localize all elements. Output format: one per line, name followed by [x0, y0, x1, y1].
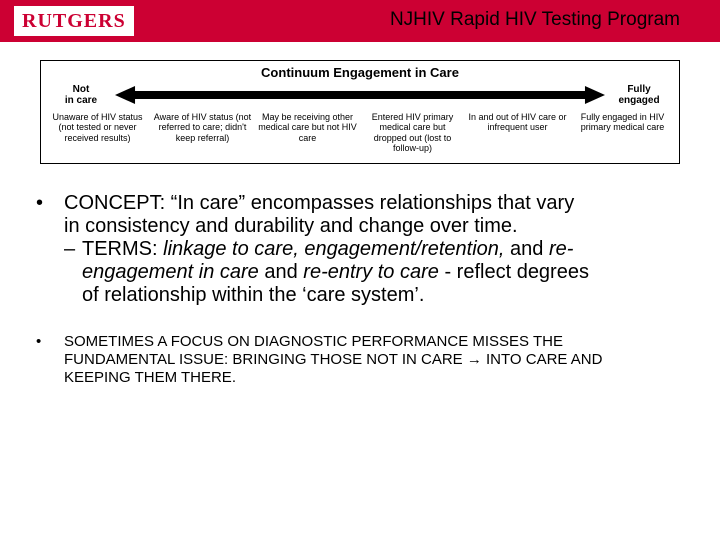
header-bar: RUTGERS NJHIV Rapid HIV Testing Program	[0, 0, 720, 42]
diagram-frame: Continuum Engagement in Care Not in care…	[40, 60, 680, 164]
logo-text: RUTGERS	[22, 10, 126, 33]
terms-and1: and	[510, 238, 549, 260]
logo: RUTGERS	[14, 6, 134, 36]
stage-3: May be receiving other medical care but …	[257, 112, 358, 153]
stage-4: Entered HIV primary medical care but dro…	[362, 112, 463, 153]
sometimes-line2a: FUNDAMENTAL ISSUE: BRINGING THOSE NOT IN…	[64, 351, 467, 368]
sometimes-text: SOMETIMES A FOCUS ON DIAGNOSTIC PERFORMA…	[64, 333, 684, 387]
page-title: NJHIV Rapid HIV Testing Program	[390, 9, 680, 31]
continuum-diagram: Continuum Engagement in Care Not in care…	[40, 60, 680, 164]
terms-italic-4: re-entry to care	[303, 261, 444, 283]
concept-bullet: • CONCEPT: “In care” encompasses relatio…	[36, 192, 684, 307]
content-area: • CONCEPT: “In care” encompasses relatio…	[0, 164, 720, 387]
stages-row: Unaware of HIV status (not tested or nev…	[47, 112, 673, 153]
bullet-marker-2: •	[36, 333, 64, 387]
sometimes-line2b: INTO CARE AND	[482, 351, 603, 368]
sometimes-bullet: • SOMETIMES A FOCUS ON DIAGNOSTIC PERFOR…	[36, 333, 684, 387]
left-label-line2: in care	[65, 95, 97, 106]
right-label-line1: Fully	[627, 84, 650, 95]
diagram-title: Continuum Engagement in Care	[47, 65, 673, 80]
terms-italic-2: re-	[549, 238, 573, 260]
double-arrow-icon	[115, 84, 605, 106]
concept-line1: CONCEPT: “In care” encompasses relations…	[64, 192, 574, 214]
terms-text: TERMS: linkage to care, engagement/reten…	[82, 238, 684, 307]
concept-line2: in consistency and durability and change…	[64, 215, 518, 237]
left-label-line1: Not	[73, 84, 90, 95]
right-label-line2: engaged	[618, 95, 659, 106]
concept-text: CONCEPT: “In care” encompasses relations…	[64, 192, 684, 238]
terms-italic-1: linkage to care, engagement/retention,	[163, 238, 510, 260]
terms-and2: and	[264, 261, 303, 283]
stage-1: Unaware of HIV status (not tested or nev…	[47, 112, 148, 153]
left-endpoint-label: Not in care	[51, 84, 111, 106]
terms-subbullet: – TERMS: linkage to care, engagement/ret…	[36, 238, 684, 307]
terms-prefix: TERMS:	[82, 238, 163, 260]
terms-tail2: of relationship within the ‘care system’…	[82, 284, 424, 306]
right-arrow-icon: →	[467, 351, 482, 368]
arrow-row: Not in care Fully engaged	[47, 84, 673, 106]
sometimes-line1: SOMETIMES A FOCUS ON DIAGNOSTIC PERFORMA…	[64, 333, 563, 350]
bullet-marker: •	[36, 192, 64, 238]
terms-italic-3: engagement in care	[82, 261, 264, 283]
sometimes-line3: KEEPING THEM THERE.	[64, 369, 236, 386]
dash-marker: –	[64, 238, 82, 307]
terms-tail1: - reflect degrees	[444, 261, 589, 283]
stage-6: Fully engaged in HIV primary medical car…	[572, 112, 673, 153]
stage-5: In and out of HIV care or infrequent use…	[467, 112, 568, 153]
stage-2: Aware of HIV status (not referred to car…	[152, 112, 253, 153]
right-endpoint-label: Fully engaged	[609, 84, 669, 106]
